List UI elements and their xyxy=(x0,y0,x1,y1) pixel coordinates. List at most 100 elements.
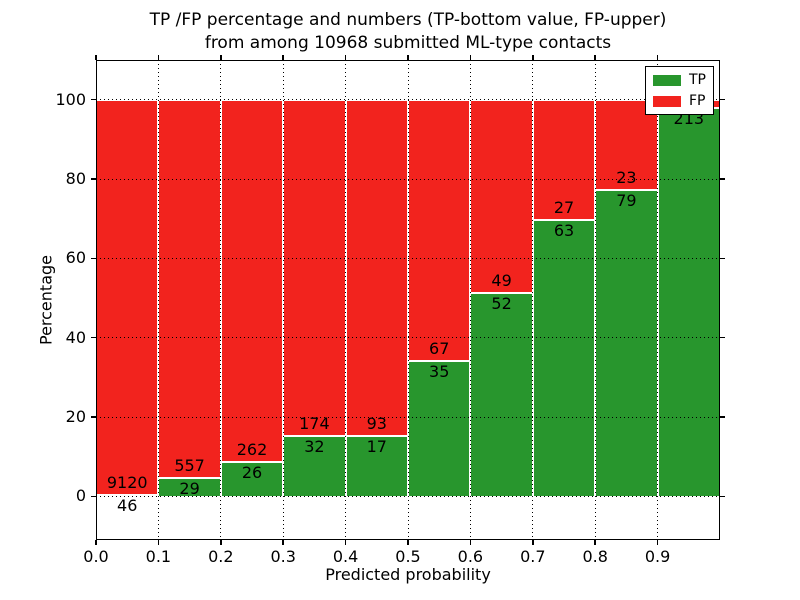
x-tick-mark xyxy=(157,540,160,545)
y-tick-label: 80 xyxy=(65,169,86,188)
gridline-vertical xyxy=(469,60,471,540)
x-tick-mark xyxy=(95,540,97,545)
x-tick-mark xyxy=(656,540,659,545)
y-tick-mark xyxy=(91,178,96,180)
legend-label-fp: FP xyxy=(689,93,706,109)
x-tick-mark xyxy=(532,540,534,545)
plot-area: 9120 46 557 29 262 26 174 32 93 17 67 35 49 52 27 63 23 7… xyxy=(91,55,725,545)
bar-segment-fp xyxy=(220,99,284,461)
bar-segment-tp xyxy=(470,292,533,497)
gridline-horizontal xyxy=(96,416,720,418)
x-tick-label: 0.7 xyxy=(520,547,546,566)
chart-title-line1: TP /FP percentage and numbers (TP-bottom… xyxy=(149,10,667,30)
gridline-vertical xyxy=(345,60,347,540)
bar-segment-fp xyxy=(158,99,221,477)
bar-segment-fp xyxy=(345,99,408,436)
bar-segment-tp xyxy=(657,106,720,497)
y-tick-mark xyxy=(720,257,725,260)
bar-segment-tp xyxy=(408,360,471,497)
x-tick-label: 0.3 xyxy=(270,547,296,566)
chart-title: TP /FP percentage and numbers (TP-bottom… xyxy=(96,9,720,55)
x-tick-mark xyxy=(157,55,160,60)
bar-count-label-fp: 23 xyxy=(616,168,637,188)
gridline-horizontal xyxy=(96,178,720,180)
chart-title-line2: from among 10968 submitted ML-type conta… xyxy=(204,33,612,53)
y-tick-mark xyxy=(720,416,725,418)
bar-count-label-tp: 17 xyxy=(366,437,387,457)
gridline-vertical xyxy=(282,60,284,540)
x-tick-mark xyxy=(220,55,222,60)
x-tick-mark xyxy=(220,540,222,545)
bar-count-label-tp: 29 xyxy=(179,478,200,498)
gridline-vertical xyxy=(157,60,159,540)
x-tick-mark xyxy=(344,540,347,545)
bar-segment-tp xyxy=(220,460,284,497)
x-tick-mark xyxy=(282,55,284,60)
bar-count-label-fp: 27 xyxy=(553,197,575,217)
bar-count-label-tp: 32 xyxy=(304,436,325,456)
legend-swatch-tp-icon xyxy=(653,74,681,86)
legend: TP FP xyxy=(645,66,714,115)
bar-count-label-fp: 9120 xyxy=(106,473,148,493)
gridline-vertical xyxy=(657,60,659,540)
x-tick-label: 0.2 xyxy=(208,547,234,566)
x-tick-mark xyxy=(594,55,596,60)
bar-segment-tp xyxy=(345,435,408,497)
y-tick-mark xyxy=(720,495,725,498)
x-tick-mark xyxy=(282,540,284,545)
gridline-horizontal xyxy=(96,99,720,101)
x-tick-label: 0.6 xyxy=(457,547,484,566)
bar-count-label-fp: 67 xyxy=(429,339,450,359)
bar-count-label-tp: 26 xyxy=(241,462,263,482)
bar-count-label-fp: 262 xyxy=(236,439,268,459)
bar-count-label-tp: 35 xyxy=(429,362,450,382)
x-tick-mark xyxy=(469,55,472,60)
y-tick-mark xyxy=(91,336,96,339)
y-tick-mark xyxy=(720,336,725,339)
y-tick-mark xyxy=(720,178,725,180)
bar-segment-fp xyxy=(96,99,159,495)
x-tick-label: 0.5 xyxy=(395,547,421,566)
legend-label-tp: TP xyxy=(689,72,706,88)
bar-count-label-fp: 174 xyxy=(299,413,330,433)
x-tick-mark xyxy=(532,55,534,60)
bar-segment-fp xyxy=(532,99,596,219)
y-tick-mark xyxy=(91,495,96,498)
x-tick-mark xyxy=(469,540,472,545)
x-tick-label: 0.0 xyxy=(83,547,109,566)
y-tick-label: 100 xyxy=(55,89,86,109)
x-tick-mark xyxy=(407,55,409,60)
y-tick-label: 0 xyxy=(75,486,86,506)
bar-count-label-tp: 46 xyxy=(117,496,138,516)
gridline-vertical xyxy=(594,60,596,540)
gridline-vertical xyxy=(407,60,409,540)
y-tick-mark xyxy=(91,98,96,101)
legend-entry-tp: TP xyxy=(653,73,706,87)
bar-count-label-tp: 52 xyxy=(491,294,512,314)
bar-segment-fp xyxy=(470,99,533,293)
y-tick-mark xyxy=(91,416,96,418)
y-tick-mark xyxy=(720,98,725,101)
legend-swatch-fp-icon xyxy=(653,95,681,107)
bar-segment-tp xyxy=(158,476,221,497)
x-tick-mark xyxy=(594,540,596,545)
x-tick-label: 0.9 xyxy=(644,547,671,566)
x-tick-label: 0.4 xyxy=(332,547,359,566)
x-tick-label: 0.8 xyxy=(582,547,608,566)
x-tick-mark xyxy=(95,55,97,60)
bar-segment-fp xyxy=(283,99,346,435)
bar-count-label-fp: 93 xyxy=(366,414,387,434)
gridline-horizontal xyxy=(96,337,720,339)
gridline-horizontal xyxy=(96,257,720,259)
bar-segment-tp xyxy=(532,218,596,497)
bar-segment-tp xyxy=(283,434,346,497)
bar-count-label-fp: 557 xyxy=(174,455,205,475)
x-tick-label: 0.1 xyxy=(145,547,172,566)
gridline-vertical xyxy=(532,60,534,540)
bar-segment-tp xyxy=(595,189,658,497)
x-tick-mark xyxy=(344,55,347,60)
y-tick-label: 40 xyxy=(65,327,86,347)
gridline-horizontal xyxy=(96,495,720,497)
x-axis-label: Predicted probability xyxy=(325,565,491,584)
bar-segment-fp xyxy=(408,99,471,361)
